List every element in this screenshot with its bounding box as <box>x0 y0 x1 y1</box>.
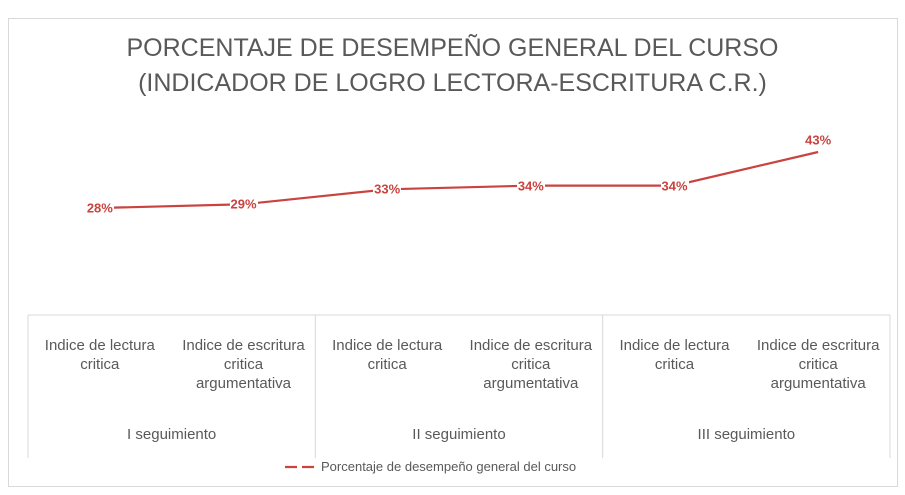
group-label: II seguimiento <box>412 426 506 443</box>
x-tick-label: Indice de lectura critica <box>619 337 730 373</box>
x-tick-label: Indice de escritura critica argumentativ… <box>756 337 880 392</box>
x-tick-label: Indice de escritura critica argumentativ… <box>469 337 593 392</box>
data-label: 34% <box>516 178 545 194</box>
group-label: I seguimiento <box>127 426 217 443</box>
x-tick-label: Indice de lectura critica <box>332 337 443 373</box>
data-label: 28% <box>85 200 114 216</box>
data-label: 43% <box>804 132 833 148</box>
data-line <box>99 150 819 210</box>
chart-title: (INDICADOR DE LOGRO LECTORA-ESCRITURA C.… <box>138 69 767 97</box>
legend-label: Porcentaje de desempeño general del curs… <box>321 459 577 474</box>
x-tick-label: Indice de escritura critica argumentativ… <box>182 337 305 392</box>
data-label: 29% <box>229 196 258 212</box>
data-label: 33% <box>373 181 402 197</box>
group-label: III seguimiento <box>697 426 796 443</box>
chart-title: PORCENTAJE DE DESEMPEÑO GENERAL DEL CURS… <box>126 34 779 62</box>
data-label: 34% <box>660 178 689 194</box>
chart-border <box>8 18 898 487</box>
x-tick-label: Indice de lectura critica <box>44 337 155 373</box>
